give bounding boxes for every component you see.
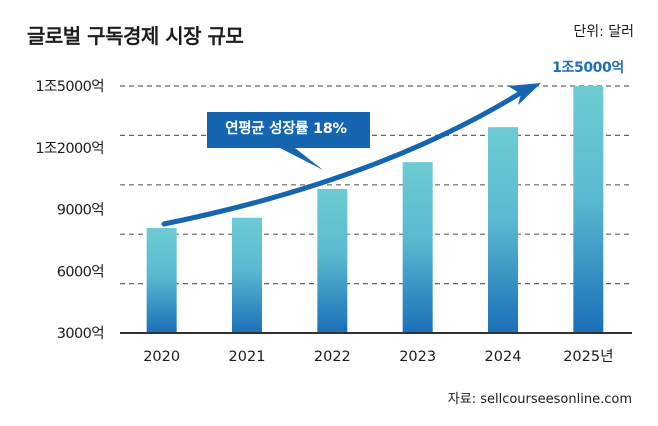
max-value-annotation: 1조5000억 [552,60,624,76]
bar-2022 [317,188,348,333]
callout-box [207,112,370,170]
x-tick-label: 2023 [399,349,436,365]
growth-rate-callout: 연평균 성장률 18% [207,112,370,170]
source-credit: 자료: sellcourseesonline.com [447,392,632,407]
x-tick-label: 2020 [143,349,180,365]
x-tick-label: 2024 [485,349,522,365]
bar-2023 [402,162,433,333]
y-tick-label: 1조5000억 [35,78,104,95]
y-tick-label: 1조2000억 [35,140,104,157]
y-tick-label: 3000억 [57,325,104,342]
x-tick-label: 2025년 [563,348,613,365]
x-tick-label: 2021 [229,349,266,365]
trend-arrow-curve [161,89,525,227]
trend-arrow-head [508,83,541,105]
chart-title: 글로벌 구독경제 시장 규모 [27,24,244,48]
y-tick-label: 6000억 [57,263,104,280]
x-tick-label: 2022 [314,349,351,365]
trend-arrow [161,83,541,227]
gridlines [120,85,632,285]
bar-2025년 [573,86,604,333]
x-axis-ticks: 2020 2021 2022 2023 2024 2025년 [143,348,613,365]
bar-2020 [146,228,177,333]
unit-label: 단위: 달러 [573,24,634,40]
growth-rate-label: 연평균 성장률 18% [225,119,347,137]
bar-2024 [488,127,518,334]
y-axis-ticks: 3000억 6000억 9000억 1조2000억 1조5000억 [35,78,104,342]
bars [146,86,604,334]
y-tick-label: 9000억 [57,202,104,219]
bar-2021 [232,217,262,333]
